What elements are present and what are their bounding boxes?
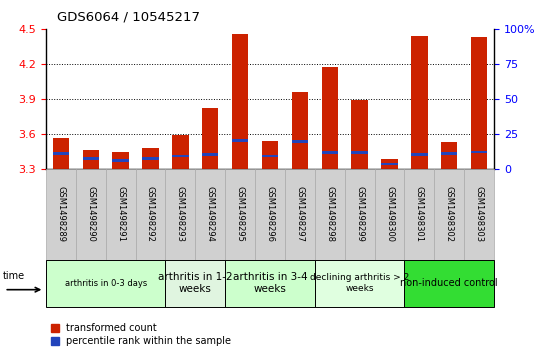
Text: GSM1498302: GSM1498302 — [445, 186, 454, 242]
Bar — [285, 169, 315, 260]
Bar — [411, 36, 428, 169]
Bar — [225, 260, 315, 307]
Bar — [404, 169, 434, 260]
Bar — [195, 169, 225, 260]
Legend: transformed count, percentile rank within the sample: transformed count, percentile rank withi… — [51, 323, 231, 346]
Bar — [315, 260, 404, 307]
Text: GSM1498294: GSM1498294 — [206, 186, 215, 242]
Text: GSM1498291: GSM1498291 — [116, 186, 125, 242]
Text: GSM1498289: GSM1498289 — [56, 186, 65, 242]
Bar — [46, 169, 76, 260]
Bar — [375, 169, 404, 260]
Bar — [471, 37, 488, 169]
Bar — [136, 169, 165, 260]
Bar — [434, 169, 464, 260]
Bar — [255, 169, 285, 260]
Text: time: time — [3, 271, 25, 281]
Bar — [52, 152, 69, 155]
Text: GSM1498295: GSM1498295 — [235, 186, 245, 242]
Text: GSM1498298: GSM1498298 — [325, 186, 334, 242]
Bar — [352, 151, 368, 154]
Bar — [381, 159, 398, 169]
Bar — [142, 148, 159, 169]
Text: arthritis in 3-4
weeks: arthritis in 3-4 weeks — [233, 272, 307, 294]
Bar — [232, 139, 248, 142]
Bar — [262, 155, 278, 157]
Bar — [172, 155, 188, 157]
Bar — [411, 154, 428, 156]
Text: non-induced control: non-induced control — [401, 278, 498, 288]
Bar — [76, 169, 106, 260]
Bar — [142, 158, 159, 160]
Bar — [202, 108, 219, 169]
Bar — [464, 169, 494, 260]
Bar — [106, 169, 136, 260]
Text: GSM1498297: GSM1498297 — [295, 186, 305, 242]
Bar — [112, 152, 129, 169]
Bar — [315, 169, 345, 260]
Bar — [83, 150, 99, 169]
Bar — [441, 152, 457, 155]
Bar — [321, 67, 338, 169]
Bar — [225, 169, 255, 260]
Bar — [202, 154, 219, 156]
Bar — [165, 260, 225, 307]
Bar — [112, 159, 129, 162]
Text: GSM1498300: GSM1498300 — [385, 186, 394, 242]
Text: GSM1498292: GSM1498292 — [146, 186, 155, 242]
Bar — [292, 92, 308, 169]
Bar — [345, 169, 375, 260]
Bar — [262, 142, 278, 169]
Bar — [381, 163, 398, 165]
Text: GSM1498303: GSM1498303 — [475, 186, 484, 242]
Text: GSM1498293: GSM1498293 — [176, 186, 185, 242]
Text: arthritis in 0-3 days: arthritis in 0-3 days — [65, 279, 147, 287]
Text: GSM1498296: GSM1498296 — [266, 186, 274, 242]
Text: GSM1498290: GSM1498290 — [86, 186, 95, 242]
Bar — [83, 158, 99, 160]
Bar — [232, 34, 248, 169]
Bar — [292, 140, 308, 143]
Text: GSM1498299: GSM1498299 — [355, 186, 364, 242]
Bar — [52, 138, 69, 169]
Text: declining arthritis > 2
weeks: declining arthritis > 2 weeks — [310, 273, 409, 293]
Text: GDS6064 / 10545217: GDS6064 / 10545217 — [57, 11, 200, 24]
Bar — [471, 151, 488, 153]
Text: GSM1498301: GSM1498301 — [415, 186, 424, 242]
Text: arthritis in 1-2
weeks: arthritis in 1-2 weeks — [158, 272, 233, 294]
Bar — [172, 135, 188, 169]
Bar — [46, 260, 165, 307]
Bar — [352, 100, 368, 169]
Bar — [404, 260, 494, 307]
Bar — [321, 151, 338, 154]
Bar — [441, 142, 457, 169]
Bar — [165, 169, 195, 260]
